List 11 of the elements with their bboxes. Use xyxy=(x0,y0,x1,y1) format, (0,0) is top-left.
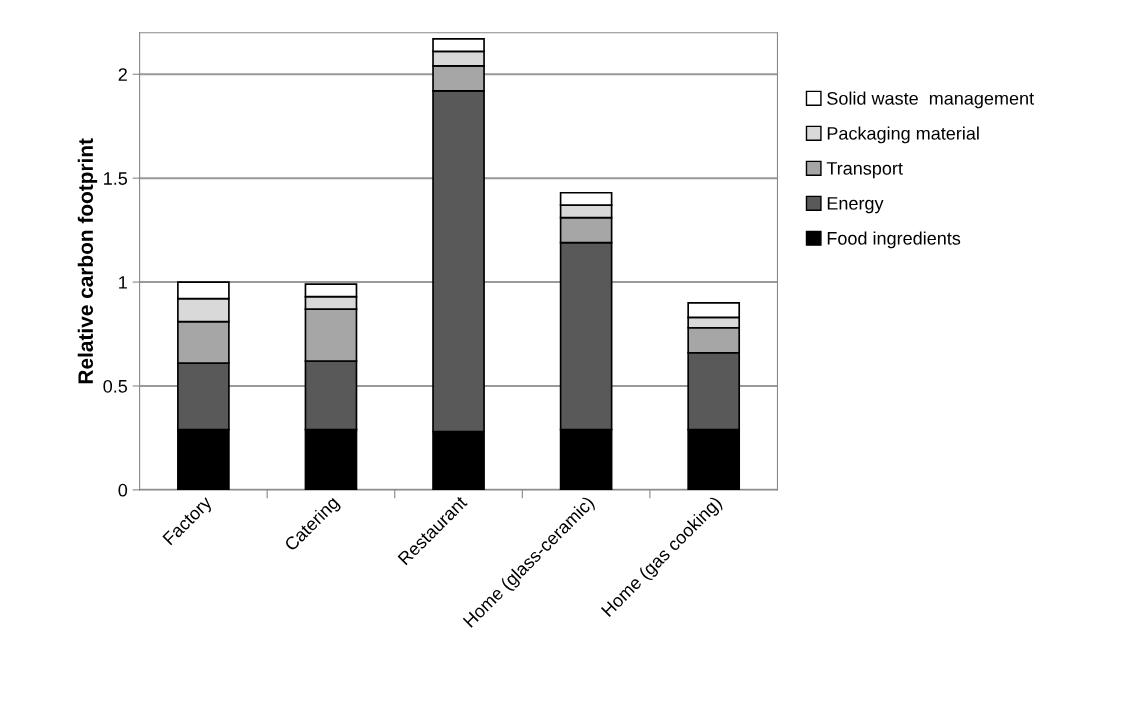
y-tick-label: 2 xyxy=(118,68,127,81)
y-tick-label: 0.5 xyxy=(103,379,128,393)
y-tick-label: 0 xyxy=(118,483,128,497)
legend-label: Food ingredients xyxy=(827,231,961,249)
legend-label: Energy xyxy=(827,197,884,214)
legend-label: Solid waste management xyxy=(827,91,1034,109)
y-tick-label: 1 xyxy=(119,276,127,289)
legend-label: Packaging material xyxy=(827,126,979,144)
y-tick-label: 1.5 xyxy=(104,172,128,185)
y-axis-title: Relative carbon footprint xyxy=(77,138,98,384)
legend-label: Transport xyxy=(826,162,903,179)
